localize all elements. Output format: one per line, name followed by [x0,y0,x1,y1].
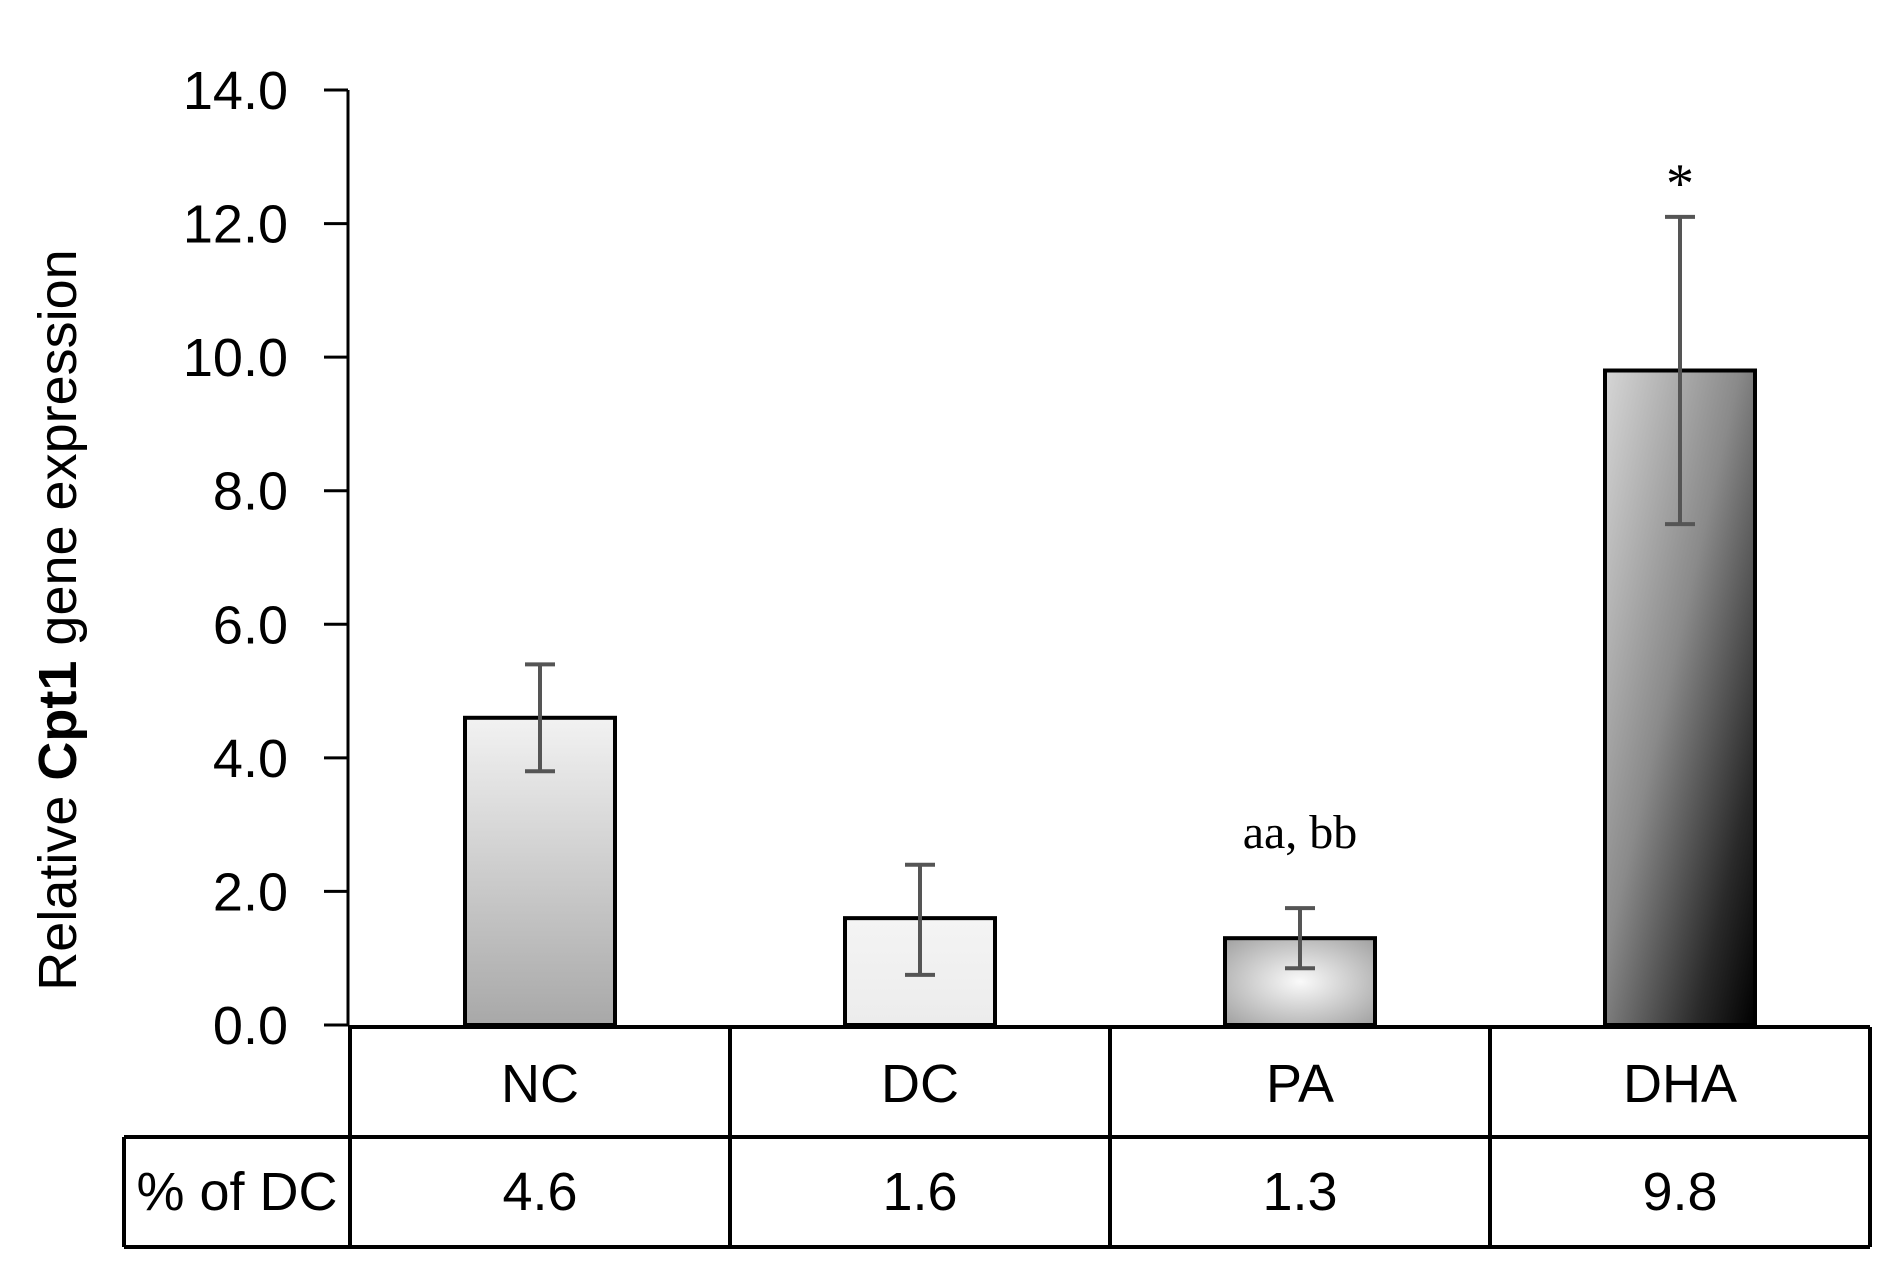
error-bar-dha [1665,214,1695,527]
table-row-label: % of DC [136,1162,337,1222]
table-value-pa: 1.3 [1262,1162,1337,1222]
error-bar-dc [905,862,935,977]
y-tick-label-7: 14.0 [183,61,288,121]
y-tick-label-2: 4.0 [213,729,288,789]
category-label-dc: DC [881,1054,959,1114]
y-tick-label-6: 12.0 [183,195,288,255]
category-label-nc: NC [501,1054,579,1114]
table-value-dha: 9.8 [1642,1162,1717,1222]
error-bars-group [525,214,1695,977]
table-value-nc: 4.6 [502,1162,577,1222]
y-tick-label-1: 2.0 [213,862,288,922]
bar-dha [1603,368,1757,1027]
y-axis-ticks: 0.0 2.0 4.0 6.0 8.0 10.0 12.0 14.0 [183,61,348,1056]
category-labels: NC DC PA DHA [501,1054,1737,1114]
bars-group [463,368,1757,1028]
annotation-pa: aa, bb [1243,806,1358,859]
y-axis-title-gene: Cpt1 [28,661,88,781]
error-bar-nc [525,662,555,774]
y-axis-title-suffix: gene expression [28,249,88,660]
table-value-dc: 1.6 [882,1162,957,1222]
category-label-dha: DHA [1623,1054,1737,1114]
table-value-labels: 4.6 1.6 1.3 9.8 [502,1162,1717,1222]
annotations-group: aa, bb * [1243,153,1694,859]
annotation-dha: * [1666,153,1694,215]
y-axis-title: Relative Cpt1 gene expression [28,249,88,990]
y-tick-label-4: 8.0 [213,462,288,522]
data-table [122,1025,1872,1249]
y-axis-title-prefix: Relative [28,781,88,991]
error-bar-pa [1285,906,1315,971]
y-tick-label-5: 10.0 [183,328,288,388]
y-tick-label-3: 6.0 [213,595,288,655]
y-tick-label-0: 0.0 [213,996,288,1056]
category-label-pa: PA [1266,1054,1334,1114]
